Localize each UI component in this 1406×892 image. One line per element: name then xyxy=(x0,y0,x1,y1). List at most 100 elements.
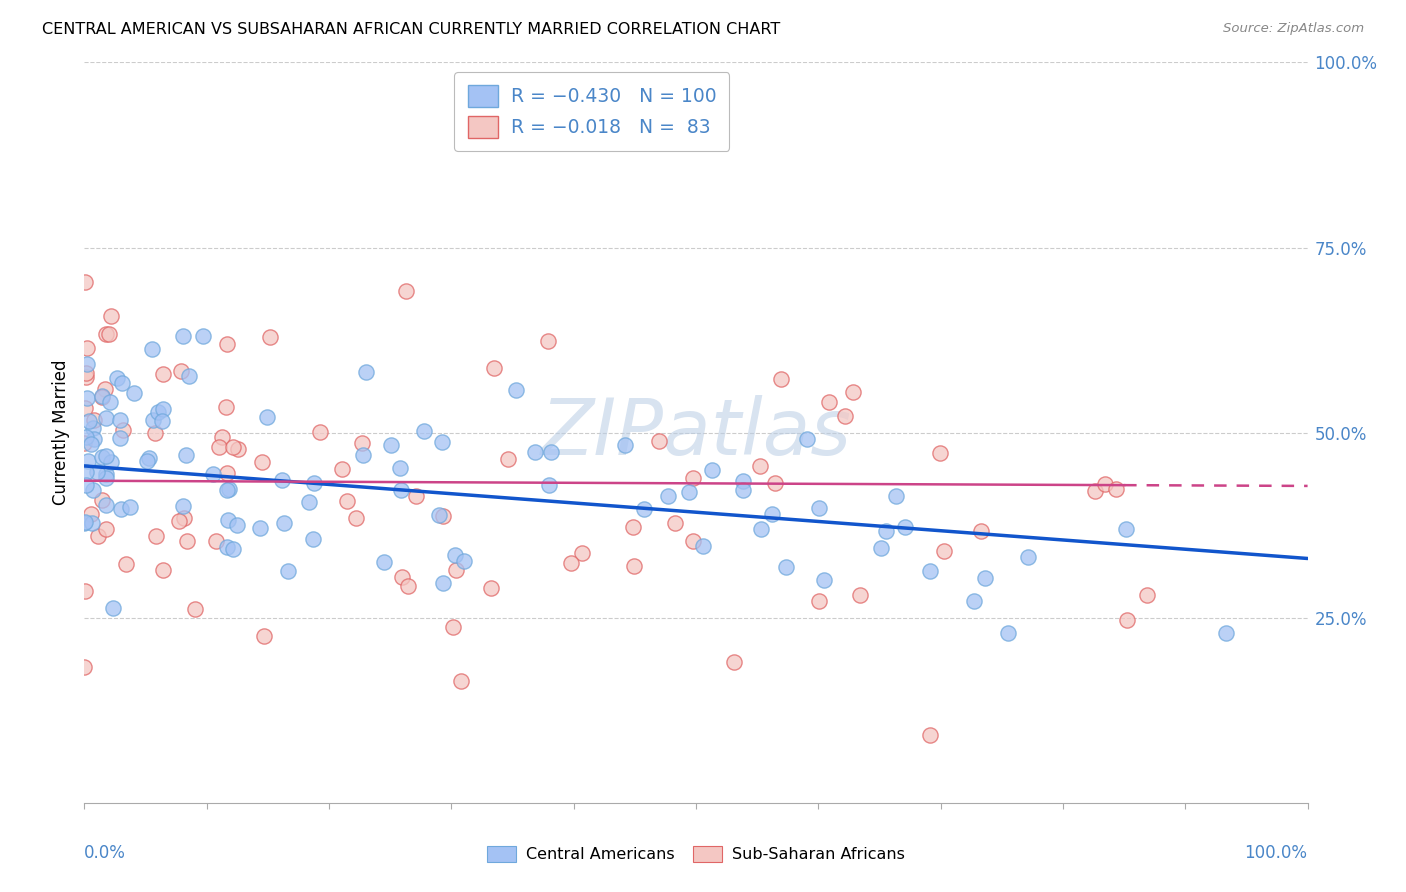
Point xyxy=(249,521,271,535)
Point xyxy=(731,483,754,497)
Point xyxy=(413,424,436,438)
Point xyxy=(152,563,174,577)
Point xyxy=(107,370,129,384)
Point xyxy=(841,384,863,399)
Point xyxy=(142,413,165,427)
Point xyxy=(884,489,907,503)
Point xyxy=(252,455,274,469)
Point xyxy=(396,579,419,593)
Point xyxy=(807,500,830,515)
Point xyxy=(405,489,427,503)
Point xyxy=(920,728,942,742)
Point xyxy=(96,498,118,512)
Point xyxy=(537,478,560,492)
Point xyxy=(75,478,97,492)
Point xyxy=(1017,549,1039,564)
Point xyxy=(94,382,117,396)
Point xyxy=(430,434,453,449)
Point xyxy=(427,508,450,523)
Point xyxy=(172,500,194,514)
Point xyxy=(848,588,870,602)
Point xyxy=(682,471,704,485)
Point xyxy=(350,436,373,450)
Point xyxy=(226,517,249,532)
Point xyxy=(94,410,117,425)
Point xyxy=(110,502,132,516)
Point xyxy=(75,430,97,444)
Point xyxy=(77,453,100,467)
Text: Source: ZipAtlas.com: Source: ZipAtlas.com xyxy=(1223,22,1364,36)
Point xyxy=(749,458,772,473)
Text: CENTRAL AMERICAN VS SUBSAHARAN AFRICAN CURRENTLY MARRIED CORRELATION CHART: CENTRAL AMERICAN VS SUBSAHARAN AFRICAN C… xyxy=(42,22,780,37)
Point xyxy=(763,475,786,490)
Point xyxy=(973,571,995,585)
Point xyxy=(623,520,645,534)
Point xyxy=(94,471,117,485)
Point xyxy=(479,581,502,595)
Point xyxy=(870,541,893,555)
Point xyxy=(633,501,655,516)
Point xyxy=(135,454,157,468)
Point xyxy=(215,401,238,415)
Point xyxy=(97,327,120,342)
Point xyxy=(273,516,295,530)
Point xyxy=(204,534,226,549)
Point xyxy=(100,455,122,469)
Point xyxy=(120,500,142,514)
Point xyxy=(176,449,198,463)
Point xyxy=(152,402,174,417)
Point xyxy=(302,475,325,490)
Point xyxy=(110,431,132,445)
Point xyxy=(450,673,472,688)
Point xyxy=(94,327,117,342)
Point xyxy=(75,465,97,479)
Point xyxy=(183,602,205,616)
Point xyxy=(302,532,325,546)
Point xyxy=(482,360,505,375)
Point xyxy=(330,461,353,475)
Point xyxy=(1105,482,1128,496)
Point xyxy=(101,601,124,615)
Point xyxy=(834,409,856,424)
Point xyxy=(76,358,98,372)
Point xyxy=(1116,613,1139,627)
Point xyxy=(170,364,193,378)
Point xyxy=(761,507,783,521)
Point xyxy=(537,334,560,349)
Point xyxy=(98,395,121,409)
Y-axis label: Currently Married: Currently Married xyxy=(52,359,70,506)
Point xyxy=(73,401,96,415)
Point xyxy=(76,342,98,356)
Point xyxy=(218,482,240,496)
Point xyxy=(111,376,134,390)
Point xyxy=(391,570,413,584)
Text: ZIPatlas: ZIPatlas xyxy=(540,394,852,471)
Point xyxy=(173,511,195,525)
Point xyxy=(1215,625,1237,640)
Point xyxy=(733,474,755,488)
Point xyxy=(215,467,238,481)
Point xyxy=(73,515,96,529)
Point xyxy=(75,584,97,599)
Point xyxy=(150,414,173,428)
Point xyxy=(256,409,278,424)
Point xyxy=(217,540,239,554)
Point xyxy=(395,284,418,298)
Point xyxy=(114,558,136,572)
Point xyxy=(775,560,797,574)
Point xyxy=(83,413,105,427)
Point xyxy=(648,434,671,448)
Point xyxy=(918,564,941,578)
Point xyxy=(75,370,97,384)
Point xyxy=(191,329,214,343)
Point xyxy=(222,440,245,454)
Point xyxy=(122,386,145,401)
Point xyxy=(813,573,835,587)
Point xyxy=(94,522,117,536)
Point xyxy=(228,442,250,457)
Point xyxy=(894,519,917,533)
Point xyxy=(769,372,792,386)
Point xyxy=(217,513,239,527)
Point xyxy=(817,394,839,409)
Point xyxy=(298,495,321,509)
